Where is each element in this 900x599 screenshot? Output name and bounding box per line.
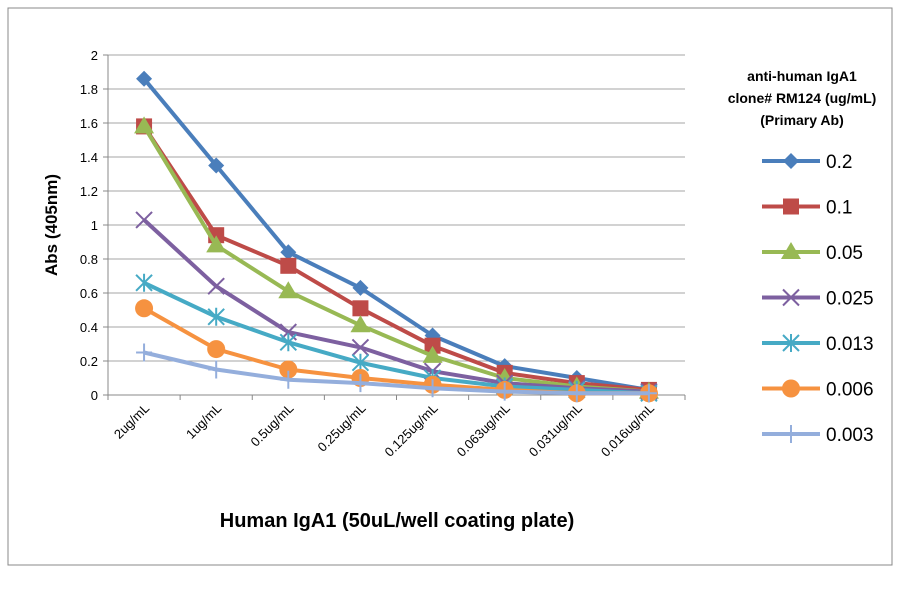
y-tick-label: 0 [91, 388, 98, 403]
data-point [279, 360, 298, 379]
data-point [207, 340, 226, 359]
series-line [143, 280, 650, 396]
data-point [352, 374, 369, 393]
data-point [135, 273, 153, 292]
series-line [142, 125, 650, 394]
y-axis-title: Abs (405nm) [42, 174, 61, 276]
legend-marker [782, 379, 800, 398]
legend-label: 0.1 [826, 198, 852, 219]
data-point [208, 157, 225, 174]
legend-marker [782, 288, 800, 307]
data-point [351, 353, 370, 372]
data-point [352, 300, 369, 317]
data-point [206, 235, 227, 253]
series-line [142, 125, 650, 392]
legend-title: (Primary Ab) [760, 112, 844, 128]
data-point [496, 382, 513, 401]
y-tick-label: 1.8 [80, 82, 98, 97]
data-point [136, 70, 153, 87]
data-point [135, 299, 154, 318]
data-point [207, 277, 225, 295]
legend-title: anti-human IgA1 [747, 68, 857, 84]
y-tick-label: 1.2 [80, 184, 98, 199]
y-tick-label: 2 [91, 48, 98, 63]
legend-title: clone# RM124 (ug/mL) [728, 90, 877, 106]
y-tick-label: 0.2 [80, 354, 98, 369]
data-point [278, 281, 299, 299]
series-line [143, 350, 649, 396]
data-point [640, 384, 657, 403]
legend-label: 0.003 [826, 425, 874, 446]
y-tick-label: 0.6 [80, 286, 98, 301]
y-tick-label: 1 [91, 218, 98, 233]
data-point [351, 338, 370, 357]
legend-marker [781, 242, 801, 259]
data-point [280, 257, 297, 274]
legend-marker [783, 153, 799, 169]
data-point [350, 315, 371, 333]
data-point [424, 337, 441, 354]
y-tick-label: 0.8 [80, 252, 98, 267]
data-point [136, 343, 153, 362]
y-tick-label: 0.4 [80, 320, 98, 335]
legend-label: 0.006 [826, 380, 874, 401]
x-axis-title: Human IgA1 (50uL/well coating plate) [220, 510, 575, 532]
data-point [279, 333, 298, 352]
data-point [424, 379, 441, 398]
data-point [422, 345, 443, 363]
data-point [207, 307, 225, 326]
series-line [142, 77, 650, 392]
legend-marker [783, 198, 799, 215]
data-point [352, 279, 369, 296]
legend-label: 0.025 [826, 289, 874, 310]
data-point [208, 360, 225, 379]
legend-label: 0.2 [826, 152, 852, 173]
series-0.003 [136, 343, 657, 403]
data-point [135, 211, 153, 229]
data-point [280, 370, 297, 389]
legend-label: 0.05 [826, 243, 863, 264]
data-point [134, 116, 155, 134]
data-point [280, 244, 297, 261]
y-tick-label: 1.6 [80, 116, 98, 131]
legend-marker [782, 334, 800, 352]
legend-marker [783, 425, 799, 443]
y-tick-label: 1.4 [80, 150, 98, 165]
legend-label: 0.013 [826, 334, 874, 355]
data-point [568, 384, 585, 403]
